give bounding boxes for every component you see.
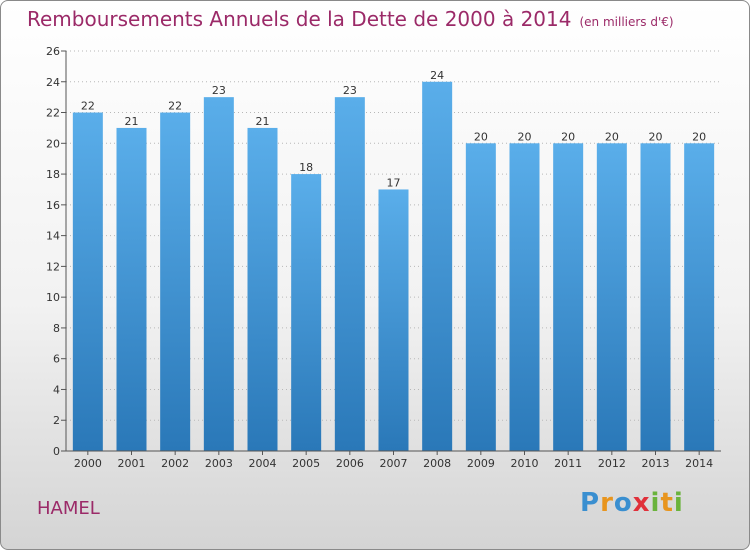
bar-value-label: 20 xyxy=(518,130,532,143)
x-tick-label: 2012 xyxy=(598,457,626,470)
logo-letter: i xyxy=(673,488,684,518)
bar-value-label: 22 xyxy=(168,100,182,113)
x-tick-label: 2000 xyxy=(74,457,102,470)
bar-value-label: 17 xyxy=(387,176,401,189)
y-tick-label: 8 xyxy=(53,322,60,335)
bar xyxy=(291,174,322,452)
x-tick-label: 2011 xyxy=(554,457,582,470)
bar-value-label: 23 xyxy=(343,84,357,97)
x-tick-label: 2003 xyxy=(205,457,233,470)
commune-name: HAMEL xyxy=(37,498,100,519)
x-tick-label: 2010 xyxy=(511,457,539,470)
logo-letter: x xyxy=(632,488,651,518)
y-tick-label: 4 xyxy=(53,383,60,396)
logo-letter: P xyxy=(580,488,601,518)
bar xyxy=(553,143,584,452)
x-tick-label: 2007 xyxy=(380,457,408,470)
y-tick-label: 14 xyxy=(46,230,60,243)
bar xyxy=(640,143,671,452)
logo-letter: t xyxy=(660,488,674,518)
x-tick-label: 2001 xyxy=(118,457,146,470)
labels-group: 0246810121416182022242622200021200122200… xyxy=(46,45,713,470)
y-tick-label: 16 xyxy=(46,199,60,212)
y-tick-label: 0 xyxy=(53,445,60,458)
bar-value-label: 20 xyxy=(474,130,488,143)
x-tick-label: 2013 xyxy=(642,457,670,470)
y-tick-label: 12 xyxy=(46,260,60,273)
y-tick-label: 10 xyxy=(46,291,60,304)
bar xyxy=(116,127,147,451)
bar-value-label: 21 xyxy=(125,115,139,128)
y-tick-label: 22 xyxy=(46,107,60,120)
title-text: Remboursements Annuels de la Dette de 20… xyxy=(27,7,572,31)
y-tick-label: 2 xyxy=(53,414,60,427)
bar-value-label: 18 xyxy=(299,161,313,174)
y-tick-label: 20 xyxy=(46,137,60,150)
unit-text: (en milliers d'€) xyxy=(579,15,674,29)
bar-value-label: 24 xyxy=(430,69,444,82)
bar xyxy=(422,81,453,452)
y-tick-label: 26 xyxy=(46,45,60,58)
x-tick-label: 2009 xyxy=(467,457,495,470)
bar xyxy=(72,112,103,452)
y-tick-label: 6 xyxy=(53,353,60,366)
x-tick-label: 2004 xyxy=(249,457,277,470)
y-tick-label: 24 xyxy=(46,76,60,89)
x-tick-label: 2008 xyxy=(423,457,451,470)
chart-title: Remboursements Annuels de la Dette de 20… xyxy=(27,7,674,31)
bar xyxy=(596,143,627,452)
bar-value-label: 20 xyxy=(561,130,575,143)
x-tick-label: 2014 xyxy=(685,457,713,470)
bar xyxy=(160,112,191,452)
y-tick-label: 18 xyxy=(46,168,60,181)
x-tick-label: 2005 xyxy=(292,457,320,470)
bar xyxy=(247,127,278,451)
logo-letter: o xyxy=(613,488,633,518)
bar xyxy=(334,97,365,452)
bar xyxy=(509,143,540,452)
logo-letter: r xyxy=(600,488,614,518)
proxiti-logo: Proxiti xyxy=(580,488,684,518)
bar-value-label: 23 xyxy=(212,84,226,97)
bar xyxy=(203,97,234,452)
bar xyxy=(684,143,715,452)
x-tick-label: 2002 xyxy=(161,457,189,470)
logo-letter: i xyxy=(650,488,661,518)
bar xyxy=(378,189,409,451)
bar-value-label: 21 xyxy=(256,115,270,128)
x-tick-label: 2006 xyxy=(336,457,364,470)
bar-value-label: 22 xyxy=(81,100,95,113)
bar xyxy=(465,143,496,452)
bar-value-label: 20 xyxy=(649,130,663,143)
bar-value-label: 20 xyxy=(605,130,619,143)
bar-value-label: 20 xyxy=(692,130,706,143)
bars-group xyxy=(72,81,715,452)
axes-group xyxy=(61,50,721,455)
